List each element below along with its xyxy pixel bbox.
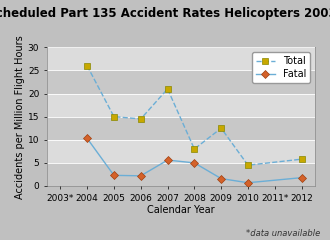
- Y-axis label: Accidents per Million Flight Hours: Accidents per Million Flight Hours: [15, 35, 25, 198]
- Bar: [47, 47, 315, 70]
- Text: Non-Scheduled Part 135 Accident Rates Helicopters 2003-2012: Non-Scheduled Part 135 Accident Rates He…: [0, 7, 330, 20]
- Legend: Total, Fatal: Total, Fatal: [252, 52, 310, 83]
- Bar: [47, 163, 315, 186]
- Bar: [47, 94, 315, 117]
- Bar: [47, 117, 315, 140]
- Text: *data unavailable: *data unavailable: [246, 228, 320, 238]
- X-axis label: Calendar Year: Calendar Year: [147, 205, 215, 216]
- Bar: [47, 140, 315, 163]
- Bar: [47, 70, 315, 94]
